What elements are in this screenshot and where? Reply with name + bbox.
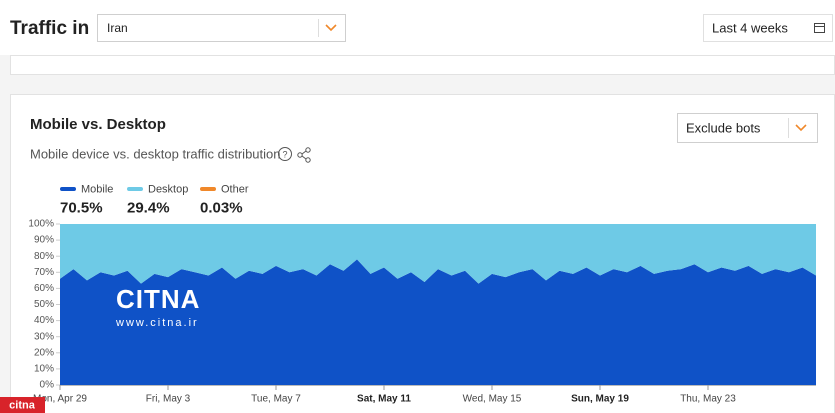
y-tick-label: 30%	[34, 331, 54, 342]
corner-logo-text: citna	[9, 399, 36, 411]
x-tick-label: Sat, May 11	[357, 394, 411, 405]
country-value: Iran	[107, 21, 128, 35]
calendar-icon	[814, 23, 825, 33]
card-collapsed	[10, 55, 835, 75]
chevron	[325, 24, 337, 32]
legend-label: Desktop	[148, 183, 188, 195]
x-tick-label: Tue, May 7	[251, 394, 301, 405]
legend-swatch	[127, 187, 143, 191]
legend-swatch	[200, 187, 216, 191]
x-tick-label: Sun, May 19	[571, 394, 629, 405]
corner-logo	[0, 397, 45, 413]
legend-label: Mobile	[81, 183, 113, 195]
y-tick-label: 90%	[34, 235, 54, 246]
area	[60, 224, 816, 284]
share-icon[interactable]	[297, 147, 311, 163]
legend-swatch	[60, 187, 76, 191]
y-tick-label: 40%	[34, 315, 54, 326]
x-tick-label: Thu, May 23	[680, 394, 736, 405]
help-icon[interactable]: ?	[278, 147, 292, 161]
y-tick-label: 100%	[28, 219, 54, 230]
y-tick-label: 50%	[34, 299, 54, 310]
country-dropdown[interactable]	[97, 14, 346, 42]
y-tick-label: 20%	[34, 347, 54, 358]
filter-value: Exclude bots	[686, 120, 761, 135]
svg-text:?: ?	[282, 149, 287, 159]
x-tick-label: Mon, Apr 29	[33, 394, 87, 405]
period-picker[interactable]	[703, 14, 833, 42]
y-tick-label: 70%	[34, 267, 54, 278]
x-tick-label: Wed, May 15	[463, 394, 522, 405]
y-tick-label: 10%	[34, 364, 54, 375]
chart-title: Mobile vs. Desktop	[30, 116, 166, 133]
legend-value: 29.4%	[127, 199, 170, 216]
x-tick-label: Fri, May 3	[146, 394, 191, 405]
watermark-logo: CITNA	[116, 284, 200, 314]
filter-dropdown[interactable]	[677, 113, 818, 143]
legend-value: 0.03%	[200, 199, 243, 216]
y-tick-label: 60%	[34, 283, 54, 294]
watermark-url: www.citna.ir	[115, 317, 199, 329]
legend-value: 70.5%	[60, 199, 103, 216]
period-value: Last 4 weeks	[712, 20, 788, 35]
y-tick-label: 0%	[40, 380, 55, 391]
chart-subtitle: Mobile device vs. desktop traffic distri…	[30, 146, 281, 161]
legend-label: Other	[221, 183, 249, 195]
page-title: Traffic in	[10, 18, 89, 39]
area	[60, 259, 816, 385]
chevron	[795, 124, 807, 132]
plot: 0% 10% 20% 30% 40% 50% 60% 70% 80% 90% 100% Mon, Ap…	[28, 183, 816, 405]
y-tick-label: 80%	[34, 251, 54, 262]
